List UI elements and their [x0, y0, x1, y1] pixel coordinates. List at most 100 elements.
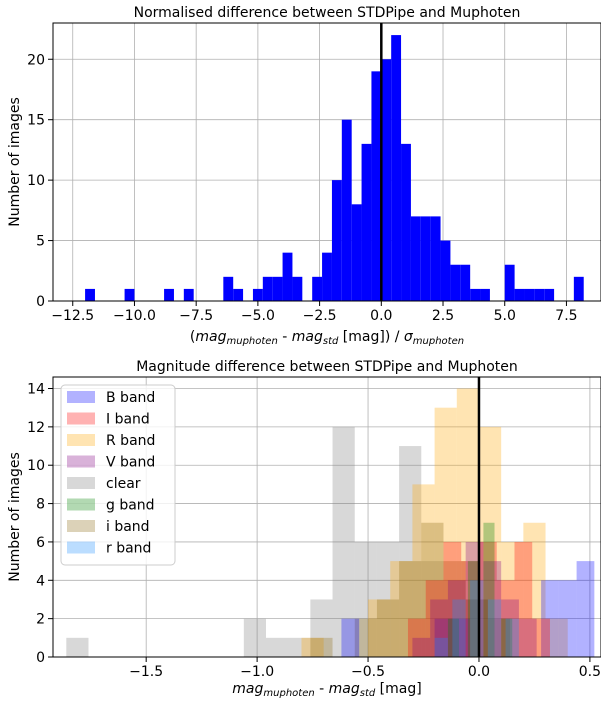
y-tick-label: 6	[36, 535, 45, 551]
histogram-bar-clear	[376, 541, 400, 657]
histogram-bar	[391, 35, 402, 302]
histogram-bar-r-band	[390, 561, 413, 657]
x-tick-label: 0.0	[468, 664, 490, 680]
histogram-bar-b-band	[576, 561, 595, 657]
x-tick-label: −0.5	[351, 664, 385, 680]
histogram-bar	[322, 252, 332, 301]
histogram-bar	[534, 288, 545, 301]
x-tick-label: 5.0	[494, 308, 516, 324]
y-tick-label: 15	[27, 113, 45, 129]
legend-label-r-band: R band	[106, 433, 155, 449]
histogram-bar-i-band	[461, 561, 479, 657]
histogram-bar-i-band	[407, 618, 426, 657]
histogram-bar	[573, 276, 584, 301]
histogram-bar-r-band	[478, 426, 502, 657]
bottom-x-ticks: −1.5 −1.0 −0.5 0.0 0.5	[129, 657, 601, 680]
legend: B band I band R band V band clear g band i ban…	[60, 384, 176, 566]
histogram-bar	[351, 204, 362, 301]
legend-swatch-clear	[67, 477, 95, 489]
histogram-bar-clear	[399, 446, 422, 657]
legend-swatch-v-band	[67, 455, 95, 468]
legend-swatch-i-band	[67, 412, 95, 425]
histogram-bar-i-band	[496, 580, 515, 657]
histogram-bar-clear	[265, 637, 289, 657]
x-tick-label: −5.0	[241, 308, 275, 324]
x-tick-label: −1.5	[129, 664, 163, 680]
histogram-bar-i-band	[532, 618, 550, 657]
histogram-bar-clear	[310, 599, 333, 657]
bottom-x-axis-label: magmuphoten - magstd [mag]	[232, 681, 421, 699]
panel-bottom: Magnitude difference between STDPipe and…	[7, 359, 601, 699]
histogram-bar-v-band	[501, 599, 519, 657]
histogram-bar-v-band	[430, 599, 448, 657]
histogram-bar	[420, 216, 431, 301]
histogram-bar-b-band	[541, 580, 559, 657]
legend-label-v-band: V band	[106, 455, 155, 471]
histogram-bar-b-band	[558, 580, 577, 657]
y-tick-label: 12	[27, 420, 45, 436]
histogram-bar-i-band	[443, 561, 466, 657]
legend-swatch-r-band	[67, 434, 95, 446]
histogram-bar-b-band	[434, 618, 453, 657]
histogram-bar	[440, 240, 451, 301]
legend-label-clear: clear	[106, 476, 141, 492]
legend-swatch-g-band	[67, 498, 95, 511]
histogram-bar-g-band	[483, 522, 495, 657]
legend-label-g-band: g band	[106, 498, 155, 514]
x-tick-label: −12.5	[51, 308, 94, 324]
bottom-y-ticks: 0 2 4 6 8 10 12 14	[27, 382, 53, 666]
histogram-bar-i-band	[376, 599, 400, 657]
histogram-bar-r-band	[487, 599, 502, 657]
histogram-bar-i-band	[425, 580, 444, 657]
histogram-bar	[223, 276, 234, 301]
histogram-bar	[544, 288, 555, 301]
histogram-bar-r-band	[368, 599, 391, 657]
x-tick-label: −2.5	[303, 308, 337, 324]
histogram-bar	[341, 119, 352, 302]
histogram-bar	[460, 264, 471, 301]
histogram-bar	[233, 288, 244, 301]
x-tick-label: 0.0	[370, 308, 392, 324]
histogram-bar	[331, 180, 342, 301]
histogram-bar-r-band	[470, 580, 484, 657]
histogram-bar	[410, 216, 421, 301]
top-y-axis-label: Number of images	[7, 97, 23, 227]
bottom-bars	[66, 388, 595, 657]
histogram-bar-b-band	[452, 618, 471, 657]
histogram-bar	[504, 264, 515, 301]
histogram-bar-i-band	[478, 541, 497, 657]
histogram-bar	[312, 276, 323, 301]
histogram-bar	[524, 288, 535, 301]
bottom-chart-title: Magnitude difference between STDPipe and…	[136, 359, 518, 375]
x-tick-label: −7.5	[179, 308, 213, 324]
y-tick-label: 14	[27, 382, 45, 398]
histogram-bar-i-band	[514, 541, 533, 657]
histogram-bar	[292, 276, 303, 301]
top-y-ticks: 0 5 10 15 20	[27, 52, 53, 310]
y-tick-label: 10	[27, 173, 45, 189]
histogram-bar-b-band	[341, 618, 360, 657]
histogram-bar	[430, 216, 441, 301]
histogram-bar	[272, 276, 283, 301]
histogram-bar-r-band	[545, 618, 568, 657]
histogram-bar-r-band	[412, 484, 435, 657]
bottom-y-axis-label: Number of images	[7, 452, 23, 582]
histogram-bar-i-band	[399, 561, 422, 657]
histogram-bar-v-band	[447, 580, 466, 657]
histogram-bar-clear	[332, 426, 355, 657]
histogram-bar	[85, 288, 95, 301]
histogram-bar	[381, 59, 392, 302]
top-x-axis-label: (magmuphoten - magstd [mag]) / σmuphoten	[190, 329, 464, 347]
y-tick-label: 4	[36, 573, 45, 589]
histogram-bar-i-band	[487, 618, 511, 657]
histogram-bar-r-band	[456, 388, 479, 657]
histogram-bar-r-band	[523, 522, 546, 657]
histogram-bar	[252, 288, 263, 301]
histogram-bar-i-band	[354, 618, 377, 657]
legend-label-b-band: B band	[106, 390, 155, 406]
histogram-bar-g-band	[467, 561, 479, 657]
histogram-bar-i-band	[443, 541, 462, 657]
histogram-bar-i-band	[465, 599, 488, 657]
histogram-bar-r-band	[452, 599, 466, 657]
